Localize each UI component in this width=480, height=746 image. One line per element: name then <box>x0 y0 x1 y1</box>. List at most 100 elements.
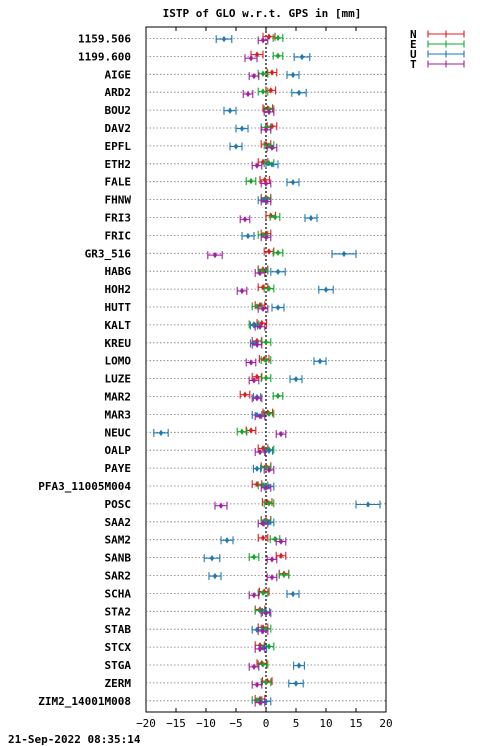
x-axis-ticks: −20 −15 −10 −5 0 5 10 15 20 <box>136 27 393 730</box>
data-point-n <box>268 87 273 94</box>
data-point-e <box>263 625 269 632</box>
data-point-u <box>341 250 347 258</box>
data-point-e <box>260 661 266 668</box>
data-point-e <box>266 410 272 417</box>
data-point-u <box>290 71 296 79</box>
station-label: STAB <box>105 623 132 636</box>
data-point-u <box>299 53 305 61</box>
data-point-e <box>281 571 287 579</box>
data-point-u <box>212 572 218 580</box>
data-point-t <box>263 126 269 133</box>
chart-title: ISTP of GLO w.r.t. GPS in [mm] <box>163 7 362 20</box>
data-point-n <box>266 248 272 255</box>
x-tick-label: 0 <box>263 717 270 730</box>
station-label: NEUC <box>105 426 132 439</box>
data-point-n <box>242 391 248 398</box>
station-label: LUZE <box>105 373 132 386</box>
station-label: FHNW <box>105 194 132 207</box>
data-point-u <box>296 662 302 669</box>
data-point-u <box>290 590 296 598</box>
data-point-u <box>269 161 275 168</box>
data-point-t <box>257 448 263 456</box>
data-point-t <box>257 699 263 706</box>
data-point-t <box>242 216 248 223</box>
station-label: HUTT <box>105 301 132 314</box>
data-point-u <box>293 376 299 383</box>
station-labels: 1159.506 1199.600 AIGE ARD2 BOU2 DAV2 EPFL ETH2… <box>38 33 131 708</box>
data-point-n <box>260 534 266 542</box>
data-point-u <box>254 465 260 472</box>
data-point-u <box>239 125 245 132</box>
data-point-e <box>263 374 269 382</box>
data-point-u <box>275 268 281 275</box>
data-point-u <box>224 537 230 544</box>
station-label: PFA3_11005M004 <box>38 480 131 493</box>
station-label: KREU <box>105 337 132 350</box>
data-point-t <box>260 37 266 44</box>
station-label: 1159.506 <box>78 33 131 46</box>
data-point-n <box>254 373 260 380</box>
data-point-t <box>218 502 224 509</box>
data-point-t <box>263 609 269 617</box>
x-tick-label: −5 <box>229 717 242 730</box>
station-label: SAA2 <box>105 516 132 529</box>
data-point-u <box>221 35 227 43</box>
data-point-t <box>251 377 257 384</box>
data-point-e <box>257 607 263 614</box>
legend-label-t: T <box>410 58 417 71</box>
station-label: STA2 <box>105 605 132 618</box>
station-label: SAR2 <box>105 570 132 583</box>
station-label: STGA <box>105 659 132 672</box>
error-bar-marks <box>153 32 381 707</box>
data-point-e <box>275 249 281 256</box>
station-label: MAR2 <box>105 391 132 404</box>
data-point-t <box>263 234 269 241</box>
x-tick-label: −15 <box>166 717 186 730</box>
data-point-u <box>209 555 215 562</box>
station-label: FRI3 <box>105 212 132 225</box>
station-label: EPFL <box>105 140 132 153</box>
data-point-n <box>260 158 266 166</box>
data-point-t <box>239 287 245 295</box>
data-point-e <box>266 142 272 149</box>
data-point-t <box>269 144 275 151</box>
data-point-t <box>260 305 266 312</box>
data-point-t <box>278 538 284 545</box>
station-label: HOH2 <box>105 283 132 296</box>
data-point-u <box>158 429 164 437</box>
data-point-u <box>266 447 272 454</box>
data-point-u <box>296 89 302 96</box>
data-point-t <box>257 323 263 330</box>
data-point-u <box>293 680 299 687</box>
data-point-e <box>266 643 272 650</box>
station-label: STCX <box>105 641 132 654</box>
data-point-u <box>308 214 314 222</box>
station-label: OALP <box>105 444 132 457</box>
data-point-t <box>263 484 269 491</box>
data-point-e <box>239 428 245 435</box>
data-point-e <box>260 589 266 596</box>
data-point-t <box>257 413 263 420</box>
data-point-e <box>263 339 269 346</box>
data-point-e <box>263 356 269 364</box>
data-point-e <box>275 52 281 59</box>
data-point-t <box>254 162 260 169</box>
data-point-t <box>269 556 275 563</box>
data-point-e <box>263 679 269 686</box>
station-label: ZIM2_14001M008 <box>38 695 131 708</box>
station-label: MAR3 <box>105 408 132 421</box>
data-point-t <box>254 395 260 402</box>
data-point-u <box>254 626 260 633</box>
data-point-t <box>257 269 263 277</box>
data-point-e <box>263 518 269 525</box>
data-point-u <box>365 501 371 508</box>
x-tick-label: 10 <box>319 717 332 730</box>
station-label: FRIC <box>105 229 132 242</box>
legend-label-e: E <box>410 38 417 51</box>
data-point-t <box>257 645 263 653</box>
data-point-t <box>254 681 260 688</box>
data-point-e <box>260 88 266 95</box>
data-point-n <box>248 427 254 434</box>
